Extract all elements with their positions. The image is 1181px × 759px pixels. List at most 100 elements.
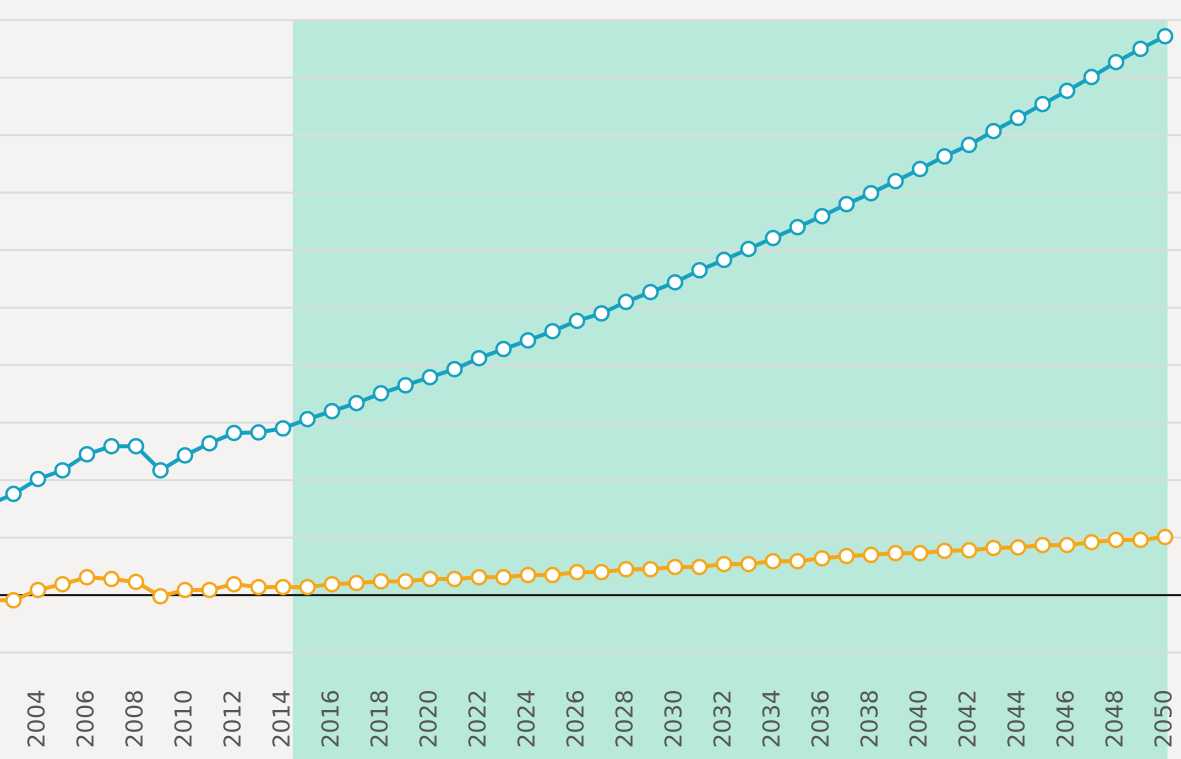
x-tick-label: 2044 — [1005, 689, 1031, 748]
data-point — [740, 240, 757, 258]
data-point — [299, 578, 316, 596]
data-point — [887, 172, 904, 190]
data-point — [176, 581, 194, 599]
data-point — [911, 544, 929, 562]
x-tick-label: 2016 — [319, 689, 345, 748]
data-point — [740, 555, 757, 573]
data-point — [397, 573, 414, 590]
data-point — [936, 148, 953, 165]
data-point — [1107, 531, 1125, 549]
x-tick-label: 2014 — [269, 689, 295, 748]
data-point — [1083, 533, 1100, 551]
data-point — [617, 293, 635, 311]
data-point — [691, 558, 708, 576]
data-point — [127, 437, 145, 455]
x-tick-label: 2010 — [171, 689, 197, 748]
data-point — [127, 573, 145, 591]
data-point — [715, 251, 733, 269]
data-point — [764, 552, 782, 570]
data-point — [642, 561, 659, 578]
data-point — [250, 424, 267, 441]
data-point — [936, 542, 953, 560]
data-point — [1083, 68, 1100, 86]
data-point — [348, 394, 365, 412]
data-point — [617, 561, 635, 578]
data-point — [78, 569, 96, 586]
data-point — [1009, 539, 1027, 556]
data-point — [1009, 109, 1027, 127]
data-point — [323, 575, 341, 593]
data-point — [29, 470, 47, 488]
x-tick-label: 2034 — [760, 689, 786, 748]
data-point — [862, 184, 880, 202]
data-point — [887, 544, 904, 562]
x-tick-label: 2036 — [809, 689, 835, 748]
data-point — [152, 588, 169, 605]
data-point — [593, 563, 610, 581]
data-point — [568, 563, 586, 581]
x-tick-label: 2042 — [956, 689, 982, 748]
data-point — [372, 385, 390, 402]
data-point — [225, 424, 243, 442]
data-point — [103, 570, 120, 588]
data-point — [29, 581, 47, 599]
data-point — [544, 322, 561, 340]
data-point — [642, 283, 659, 301]
x-tick-label: 2040 — [907, 689, 933, 748]
data-point — [715, 555, 733, 573]
data-point — [201, 435, 218, 452]
x-tick-label: 2026 — [564, 689, 590, 748]
data-point — [666, 274, 684, 291]
data-point — [348, 574, 365, 592]
data-point — [568, 312, 586, 330]
data-point — [323, 402, 341, 420]
data-point — [838, 195, 855, 213]
data-point — [201, 581, 218, 599]
data-point — [274, 420, 292, 437]
x-tick-label: 2050 — [1152, 689, 1178, 748]
data-point — [470, 569, 488, 586]
data-point — [103, 437, 120, 455]
x-tick-label: 2028 — [613, 689, 639, 748]
data-point — [593, 305, 610, 322]
data-point — [1156, 528, 1174, 546]
x-tick-label: 2020 — [417, 689, 443, 748]
x-tick-label: 2030 — [662, 689, 688, 748]
data-point — [250, 578, 267, 596]
data-point — [446, 570, 463, 588]
data-point — [985, 539, 1002, 557]
data-point — [1107, 53, 1125, 71]
data-point — [299, 410, 316, 428]
data-point — [421, 368, 439, 386]
x-tick-label: 2004 — [24, 689, 50, 748]
data-point — [544, 566, 561, 584]
data-point — [5, 592, 22, 609]
data-point — [397, 377, 414, 394]
data-point — [911, 160, 929, 178]
data-point — [764, 229, 782, 247]
data-point — [54, 462, 71, 479]
data-point — [495, 340, 512, 358]
data-point — [789, 552, 806, 570]
data-point — [1034, 95, 1051, 113]
data-point — [470, 349, 488, 367]
data-point — [1034, 536, 1051, 554]
data-point — [372, 573, 390, 590]
data-point — [1058, 82, 1076, 100]
data-point — [78, 446, 96, 463]
data-point — [1058, 536, 1076, 554]
data-point — [421, 570, 439, 588]
data-point — [1132, 531, 1149, 549]
data-point — [176, 447, 194, 464]
data-point — [495, 569, 512, 586]
data-point — [960, 136, 978, 154]
data-point — [862, 546, 880, 564]
x-tick-label: 2024 — [515, 689, 541, 748]
data-point — [960, 542, 978, 559]
x-tick-label: 2018 — [368, 689, 394, 748]
data-point — [1132, 40, 1149, 58]
data-point — [691, 262, 708, 279]
x-tick-label: 2006 — [73, 689, 99, 748]
x-tick-label: 2012 — [220, 689, 246, 748]
